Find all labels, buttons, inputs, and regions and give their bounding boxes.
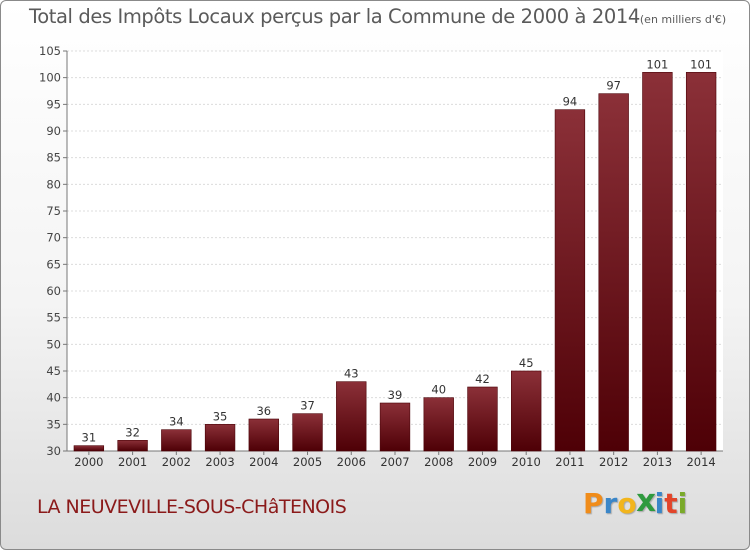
bar <box>423 397 454 452</box>
y-tick-label: 100 <box>39 71 61 85</box>
x-tick-label: 2001 <box>118 455 147 469</box>
y-tick-label: 45 <box>46 364 61 378</box>
logo-letter: r <box>603 487 618 520</box>
chart-title: Total des Impôts Locaux perçus par la Co… <box>29 5 726 28</box>
x-tick-label: 2004 <box>249 455 278 469</box>
x-tick-label: 2000 <box>74 455 103 469</box>
bar-value-label: 36 <box>256 404 271 418</box>
y-tick-label: 85 <box>46 151 61 165</box>
logo-letter: t <box>664 487 678 520</box>
y-tick-label: 80 <box>46 177 61 191</box>
y-tick-label: 65 <box>46 257 61 271</box>
bar <box>642 72 673 452</box>
bar <box>161 429 192 452</box>
bar <box>598 93 629 452</box>
x-tick-label: 2012 <box>599 455 628 469</box>
bar-value-label: 35 <box>213 409 228 423</box>
bar-value-label: 42 <box>475 372 490 386</box>
x-tick-label: 2010 <box>512 455 541 469</box>
bar-value-label: 97 <box>606 79 621 93</box>
bar-value-label: 31 <box>82 431 97 445</box>
x-tick-label: 2013 <box>643 455 672 469</box>
y-tick-label: 40 <box>46 391 61 405</box>
y-tick-label: 105 <box>39 44 61 58</box>
chart-unit-label: (en milliers d'€) <box>639 13 727 26</box>
x-tick-label: 2002 <box>162 455 191 469</box>
y-tick-label: 35 <box>46 417 61 431</box>
bar-value-label: 34 <box>169 415 184 429</box>
bar <box>336 381 367 452</box>
bar <box>248 418 279 452</box>
bar-value-label: 40 <box>431 383 446 397</box>
bar-value-label: 101 <box>690 57 712 71</box>
x-tick-label: 2011 <box>555 455 584 469</box>
y-tick-label: 75 <box>46 204 61 218</box>
y-tick-label: 55 <box>46 311 61 325</box>
logo-letter: i <box>654 487 665 520</box>
bar-value-label: 45 <box>519 356 534 370</box>
logo-letter: i <box>677 487 688 520</box>
bar <box>292 413 323 452</box>
x-tick-label: 2003 <box>205 455 234 469</box>
chart-title-text: Total des Impôts Locaux perçus par la Co… <box>29 5 640 28</box>
x-tick-label: 2009 <box>468 455 497 469</box>
y-tick-label: 90 <box>46 124 61 138</box>
bar-value-label: 43 <box>344 367 359 381</box>
x-tick-label: 2005 <box>293 455 322 469</box>
bar-value-label: 32 <box>125 425 140 439</box>
bar-value-label: 94 <box>563 95 578 109</box>
logo-letter: o <box>617 487 637 520</box>
y-tick-label: 70 <box>46 231 61 245</box>
bar <box>117 440 148 452</box>
y-tick-label: 30 <box>46 444 61 458</box>
x-tick-label: 2007 <box>380 455 409 469</box>
y-tick-label: 60 <box>46 284 61 298</box>
commune-name: LA NEUVEVILLE-SOUS-CHâTENOIS <box>37 496 347 518</box>
bar <box>467 386 498 452</box>
y-tick-label: 50 <box>46 337 61 351</box>
bar-value-label: 37 <box>300 399 315 413</box>
logo-letter: x <box>635 482 656 519</box>
bar <box>554 109 586 452</box>
bar <box>73 445 105 452</box>
x-tick-label: 2014 <box>686 455 715 469</box>
x-tick-label: 2008 <box>424 455 453 469</box>
bar <box>685 72 717 452</box>
logo-letter: P <box>583 487 604 520</box>
bar <box>379 402 411 452</box>
bar <box>511 370 542 452</box>
bar <box>204 424 236 452</box>
x-tick-label: 2006 <box>337 455 366 469</box>
bar-value-label: 101 <box>646 57 668 71</box>
proxiti-logo[interactable]: Proxiti <box>583 482 688 520</box>
bar-value-label: 39 <box>388 388 403 402</box>
y-tick-label: 95 <box>46 97 61 111</box>
